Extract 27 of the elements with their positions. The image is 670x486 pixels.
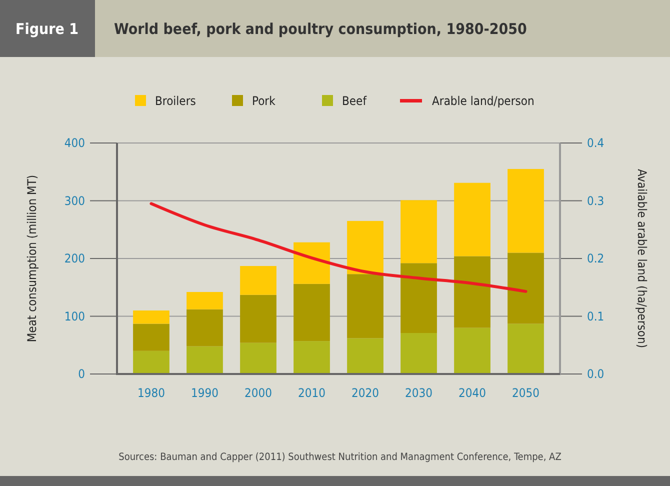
x-tick-label: 1990 bbox=[191, 386, 219, 400]
y2-tick-label: 0.2 bbox=[587, 252, 604, 266]
y-tick-label: 200 bbox=[64, 252, 86, 266]
y-tick-label: 400 bbox=[64, 136, 86, 150]
y2-tick-label: 0.4 bbox=[587, 136, 604, 150]
legend-label: Broilers bbox=[155, 94, 196, 108]
y2-tick-label: 0.1 bbox=[587, 309, 604, 324]
y-axis-title: Meat consumption (million MT) bbox=[25, 174, 39, 342]
x-tick-label: 1980 bbox=[138, 386, 166, 400]
y2-tick-label: 0.0 bbox=[587, 367, 604, 381]
source-note: Sources: Bauman and Capper (2011) Southwest Nutrition and Managment Conference, Tempe, AZ bbox=[118, 452, 562, 463]
x-tick-label: 2040 bbox=[458, 386, 486, 400]
legend-label: Beef bbox=[342, 94, 368, 108]
legend-label: Pork bbox=[252, 94, 276, 108]
y2-axis-title: Available arable land (ha/person) bbox=[635, 168, 649, 348]
y2-tick-label: 0.3 bbox=[587, 194, 604, 208]
chart-title: World beef, pork and poultry consumption, 1980-2050 bbox=[114, 20, 527, 38]
y-tick-label: 100 bbox=[64, 309, 86, 324]
x-tick-label: 2000 bbox=[244, 386, 272, 400]
legend-label: Arable land/person bbox=[432, 94, 534, 108]
x-tick-label: 2050 bbox=[512, 386, 540, 400]
y-tick-label: 300 bbox=[64, 194, 86, 208]
x-tick-label: 2030 bbox=[405, 386, 433, 400]
x-tick-label: 2010 bbox=[298, 386, 326, 400]
y-tick-label: 0 bbox=[78, 367, 86, 381]
x-tick-label: 2020 bbox=[352, 386, 380, 400]
caption: Figure 1 bbox=[15, 20, 79, 38]
